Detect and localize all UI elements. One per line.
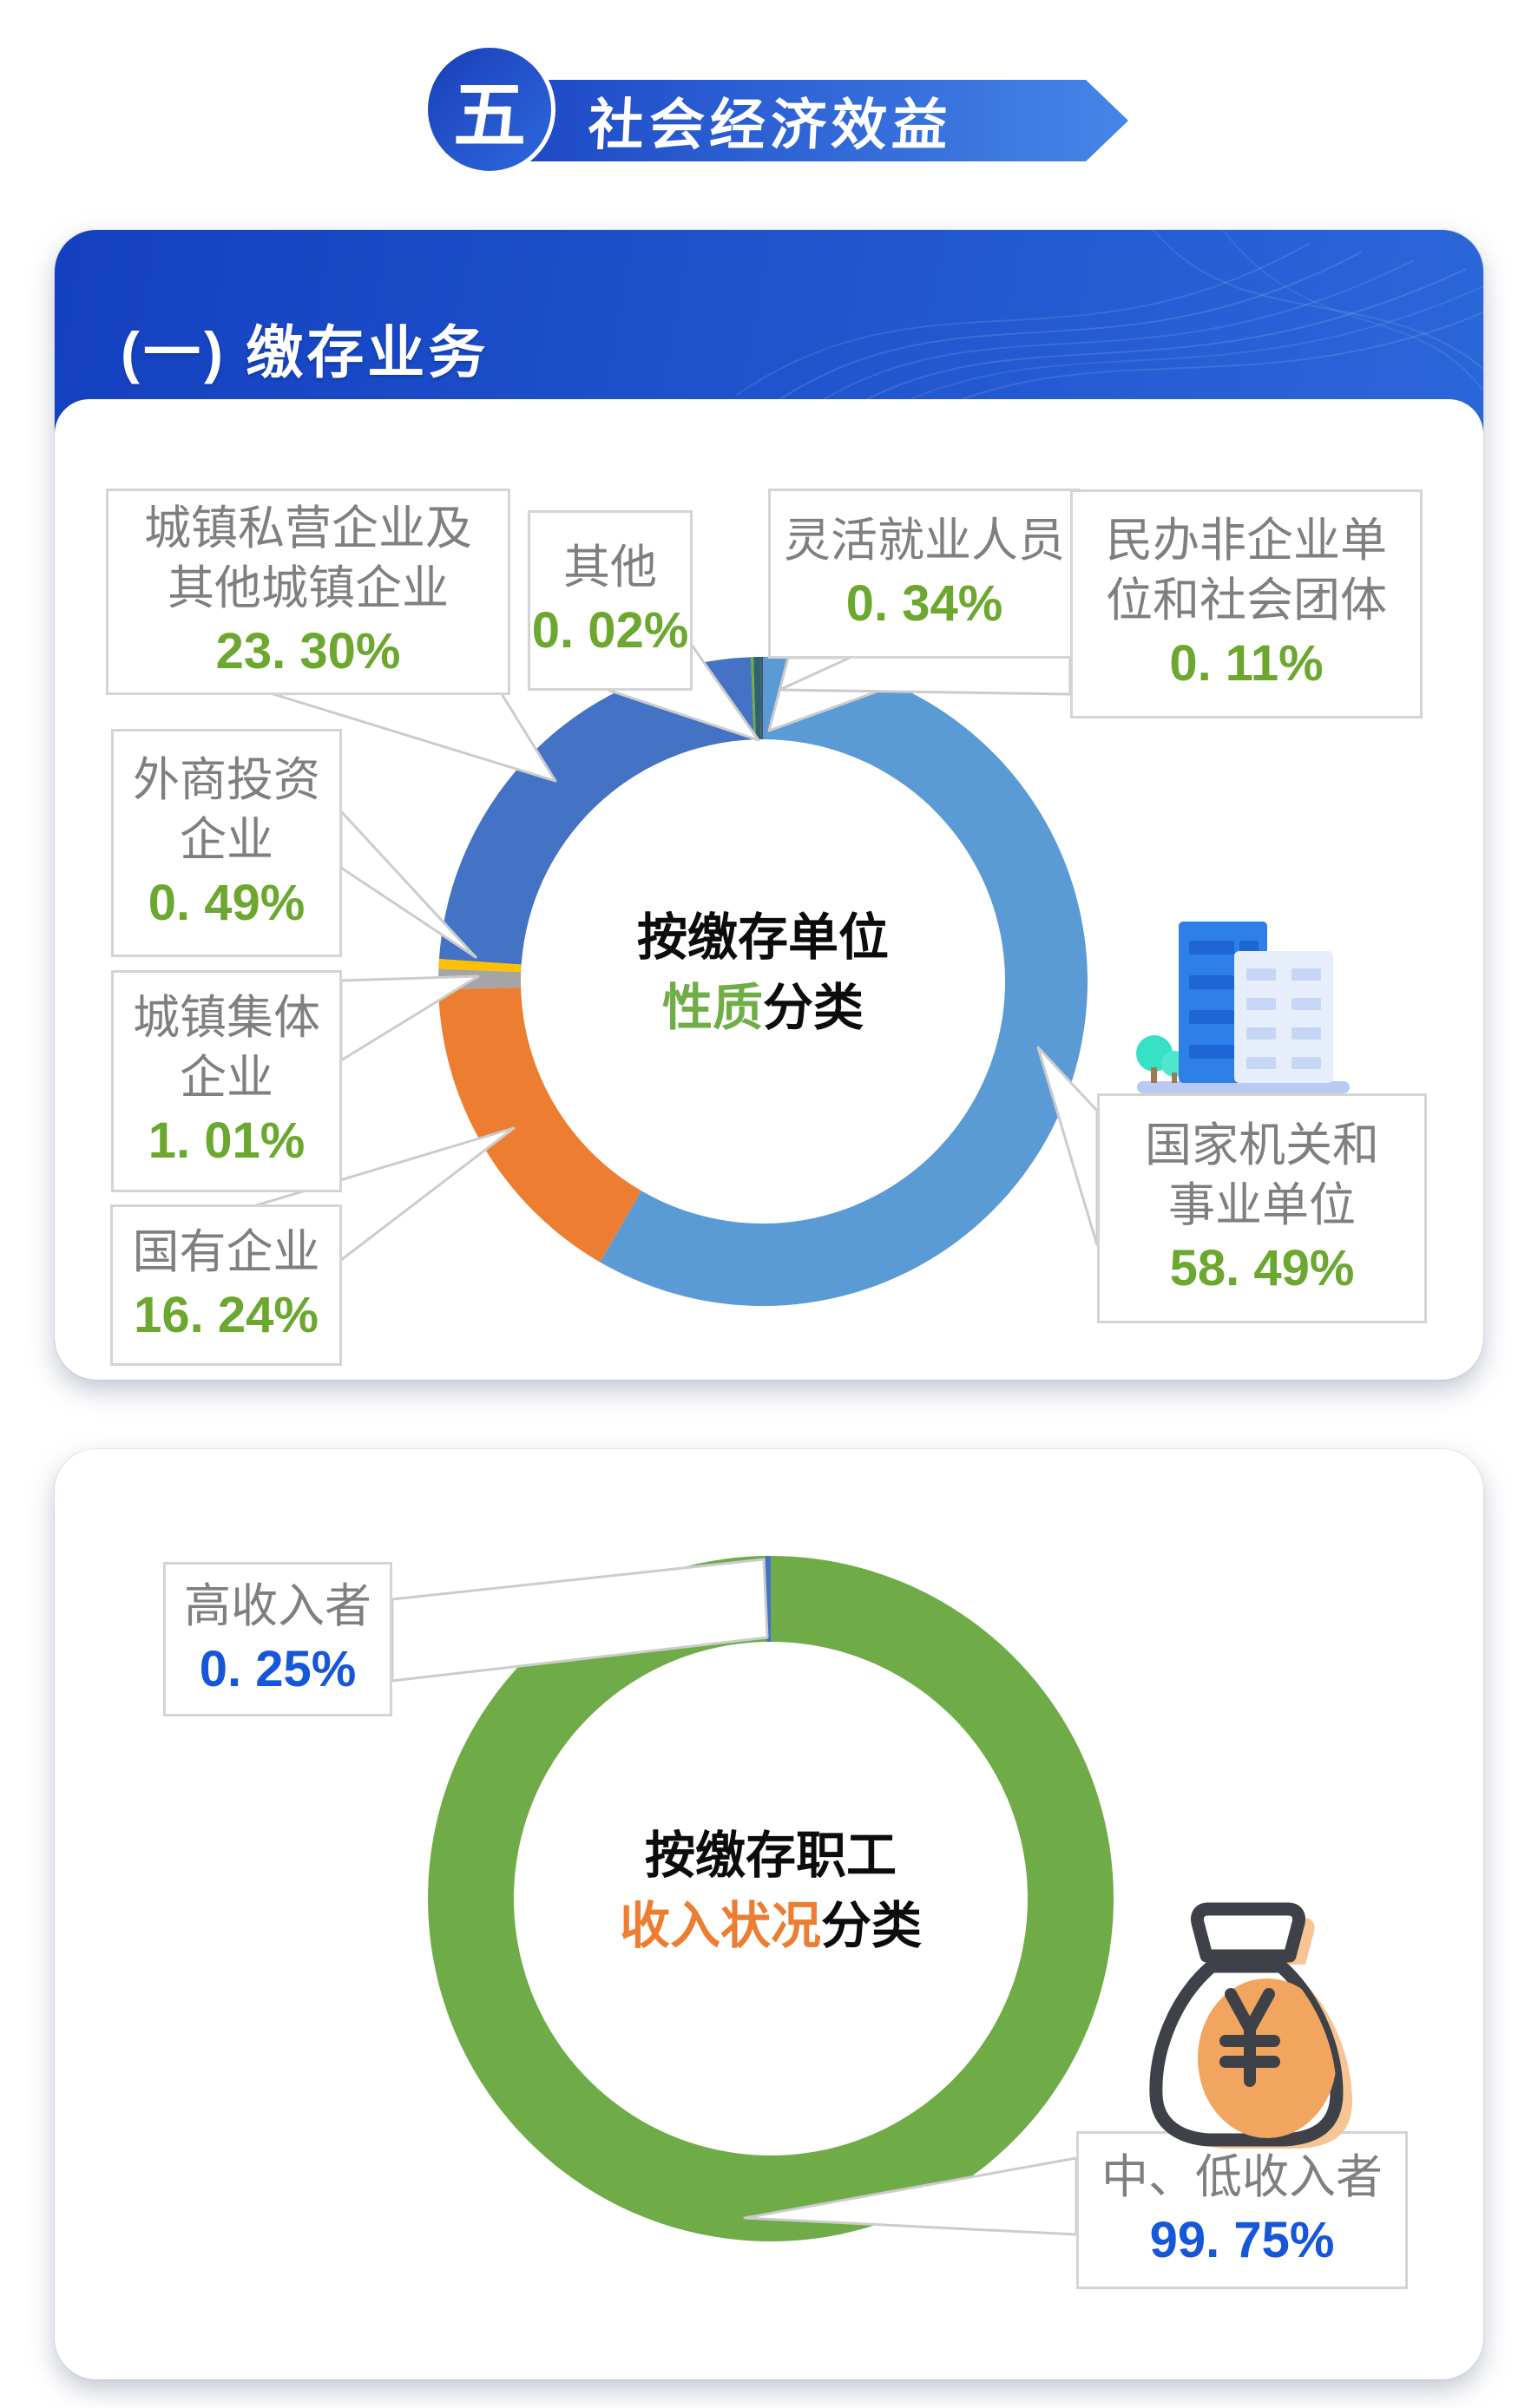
callout-value: 0. 02% xyxy=(531,601,689,659)
callout-label: 灵活就业人员 xyxy=(784,514,1065,567)
callout-label: 城镇集体 xyxy=(133,992,320,1045)
callout-value: 1. 01% xyxy=(148,1112,306,1170)
page-title-banner: 社会经济效益 xyxy=(521,80,1128,161)
callout-value: 0. 25% xyxy=(199,1640,357,1697)
section-index-badge: 五 xyxy=(424,43,555,175)
page-title: 社会经济效益 xyxy=(586,94,955,156)
callout-foreign-invested: 外商投资 企业 0. 49% xyxy=(111,729,342,957)
callout-label: 国家机关和 xyxy=(1145,1119,1379,1171)
callout-label: 外商投资 xyxy=(133,753,320,806)
section-title: (一) 缴存业务 xyxy=(121,320,490,384)
callout-label: 中、低收入者 xyxy=(1101,2150,1383,2203)
chart2-center-line1: 按缴存职工 xyxy=(644,1827,897,1884)
callout-label: 其他城镇企业 xyxy=(168,562,449,615)
callout-value: 0. 34% xyxy=(845,574,1003,632)
callout-state-organs: 国家机关和 事业单位 58. 49% xyxy=(1097,1093,1427,1323)
header-wave-decoration xyxy=(736,230,1483,399)
callout-value: 23. 30% xyxy=(215,623,401,680)
section-index-label: 五 xyxy=(452,74,526,156)
callout-label: 位和社会团体 xyxy=(1106,574,1387,627)
callout-urban-collective: 城镇集体 企业 1. 01% xyxy=(111,970,342,1192)
chart2-center-highlight: 收入状况 xyxy=(619,1898,821,1955)
chart2-center-line2: 收入状况分类 xyxy=(536,1891,1005,1961)
chart2-center-rest: 分类 xyxy=(821,1898,923,1955)
callout-value: 99. 75% xyxy=(1149,2211,1335,2268)
callout-label: 高收入者 xyxy=(184,1579,371,1632)
chart1-center-line1: 按缴存单位 xyxy=(636,909,889,966)
callout-value: 0. 11% xyxy=(1169,635,1324,692)
callout-label: 企业 xyxy=(180,813,273,866)
callout-state-owned: 国有企业 16. 24% xyxy=(110,1204,342,1366)
callout-high-income: 高收入者 0. 25% xyxy=(163,1562,392,1716)
callout-private-urban-enterprises: 城镇私营企业及 其他城镇企业 23. 30% xyxy=(106,489,510,695)
callout-label: 企业 xyxy=(180,1052,273,1105)
callout-label: 城镇私营企业及 xyxy=(144,502,472,555)
callout-label: 民办非企业单 xyxy=(1106,515,1387,568)
chart1-center-highlight: 性质 xyxy=(661,980,763,1037)
callout-private-non-enterprise: 民办非企业单 位和社会团体 0. 11% xyxy=(1070,489,1423,718)
callout-value: 16. 24% xyxy=(134,1286,319,1343)
callout-flexible-employment: 灵活就业人员 0. 34% xyxy=(768,489,1081,659)
chart1-center-title: 按缴存单位 性质分类 xyxy=(572,902,954,1043)
callout-label: 其他 xyxy=(563,541,657,594)
callout-other: 其他 0. 02% xyxy=(528,510,693,691)
chart1-center-line2: 性质分类 xyxy=(572,973,954,1043)
callout-label: 事业单位 xyxy=(1168,1178,1356,1231)
chart1-center-rest: 分类 xyxy=(763,980,864,1037)
callout-value: 0. 49% xyxy=(148,874,306,931)
callout-mid-low-income: 中、低收入者 99. 75% xyxy=(1076,2131,1408,2289)
callout-value: 58. 49% xyxy=(1169,1239,1355,1296)
chart2-center-title: 按缴存职工 收入状况分类 xyxy=(536,1821,1005,1961)
callout-label: 国有企业 xyxy=(132,1225,320,1278)
